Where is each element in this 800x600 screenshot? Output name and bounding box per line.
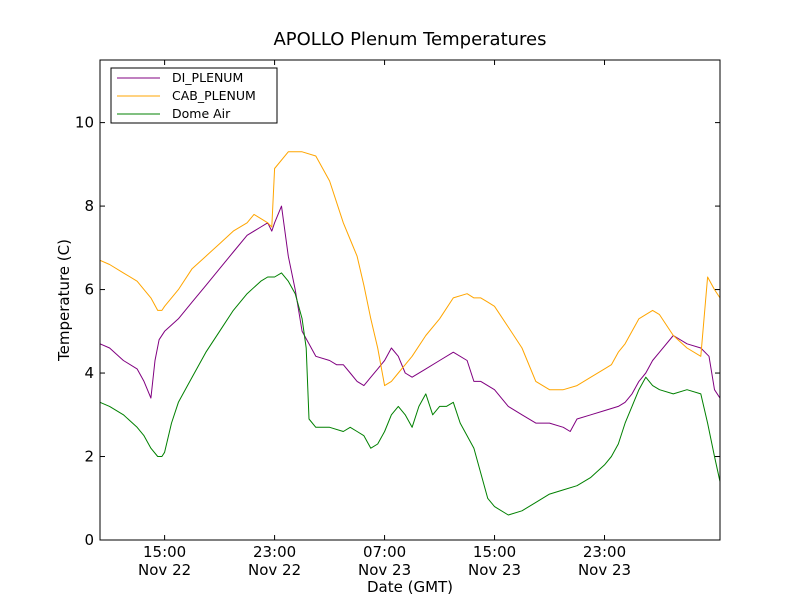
x-tick-label-time: 15:00 xyxy=(143,543,186,561)
series-line-cab-plenum xyxy=(99,151,721,391)
x-axis-title: Date (GMT) xyxy=(367,578,453,596)
y-axis-title: Temperature (C) xyxy=(55,239,73,362)
x-tick-label-date: Nov 23 xyxy=(578,561,631,579)
x-tick-label-time: 23:00 xyxy=(253,543,296,561)
x-tick-label-time: 23:00 xyxy=(583,543,626,561)
x-tick-label-date: Nov 22 xyxy=(138,561,191,579)
legend-label-dome-air: Dome Air xyxy=(172,106,231,121)
series-layer xyxy=(99,151,721,516)
series-line-di-plenum xyxy=(99,205,721,432)
y-tick-label: 8 xyxy=(84,197,94,215)
y-tick-label: 2 xyxy=(84,448,94,466)
legend-label-cab-plenum: CAB_PLENUM xyxy=(172,88,256,103)
y-tick-label: 4 xyxy=(84,364,94,382)
legend-label-di-plenum: DI_PLENUM xyxy=(172,70,243,85)
y-tick-label: 10 xyxy=(75,114,94,132)
chart-title: APOLLO Plenum Temperatures xyxy=(273,29,546,50)
series-line-dome-air xyxy=(99,272,721,516)
y-tick-label: 6 xyxy=(84,281,94,299)
x-tick-label-date: Nov 23 xyxy=(468,561,521,579)
x-tick-label-date: Nov 23 xyxy=(358,561,411,579)
x-tick-label-time: 07:00 xyxy=(363,543,406,561)
x-tick-label-date: Nov 22 xyxy=(248,561,301,579)
y-tick-label: 0 xyxy=(84,531,94,549)
x-tick-label-time: 15:00 xyxy=(473,543,516,561)
legend-items: DI_PLENUM CAB_PLENUM Dome Air xyxy=(117,70,256,121)
legend: DI_PLENUM CAB_PLENUM Dome Air xyxy=(110,67,278,124)
plot-frame xyxy=(99,59,721,541)
